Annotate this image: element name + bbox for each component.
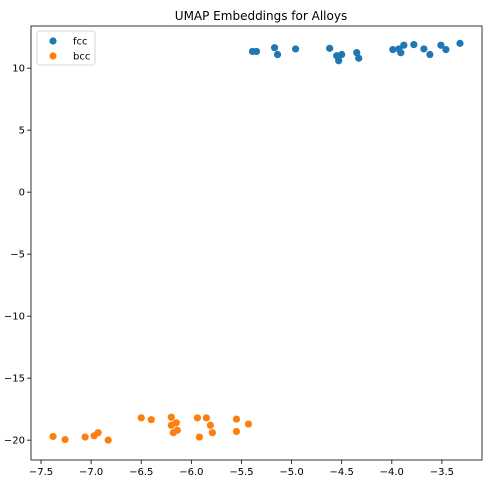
data-point-bcc [137,414,145,422]
data-points [49,39,464,444]
data-point-bcc [195,433,203,441]
data-point-fcc [252,47,261,56]
data-point-fcc [353,49,361,57]
series-fcc [248,39,464,65]
y-tick-label: 0 [19,188,25,199]
series-bcc [49,413,253,444]
data-point-bcc [147,416,155,424]
plot-area [30,25,483,461]
x-tick-label: −5.0 [279,467,303,478]
data-point-fcc [420,45,428,53]
x-tick-label: −3.5 [430,467,454,478]
data-point-fcc [273,50,282,59]
y-axis: 10 5 0 −5 −10 −15 −20 [4,64,31,447]
data-point-bcc [232,415,241,423]
data-point-bcc [61,435,69,444]
data-point-bcc [232,427,241,436]
data-point-bcc [104,436,112,444]
data-point-bcc [244,420,253,428]
data-point-fcc [338,50,346,59]
data-point-bcc [81,433,89,441]
y-tick-label: −10 [4,312,25,323]
legend-label-bcc: bcc [73,52,90,63]
x-tick-label: −5.5 [229,467,253,478]
data-point-bcc [208,429,217,437]
data-point-fcc [456,39,464,47]
data-point-fcc [270,44,279,52]
x-axis: −7.5 −7.0 −6.5 −6.0 −5.5 −5.0 −4.5 −4.0 −3.5 [29,460,454,478]
data-point-fcc [355,54,363,62]
data-point-fcc [437,41,445,49]
legend-marker-bcc [49,52,57,60]
data-point-bcc [94,429,102,437]
y-tick-label: 5 [19,126,25,137]
data-point-fcc [326,44,334,52]
chart-title: UMAP Embeddings for Alloys [175,9,347,23]
data-point-bcc [173,426,181,434]
data-point-bcc [206,421,214,429]
data-point-fcc [389,45,397,54]
x-tick-label: −6.0 [179,467,203,478]
x-tick-label: −7.0 [79,467,103,478]
data-point-fcc [400,41,408,49]
x-tick-label: −7.5 [29,467,53,478]
data-point-fcc [291,45,300,53]
data-point-fcc [442,45,450,54]
x-tick-label: −4.0 [380,467,404,478]
y-tick-label: −15 [4,374,25,385]
data-point-fcc [410,41,418,49]
x-tick-label: −6.5 [129,467,153,478]
legend-marker-fcc [49,37,57,45]
y-tick-label: 10 [12,64,25,75]
y-tick-label: −5 [10,250,25,261]
y-tick-label: −20 [4,436,25,447]
data-point-fcc [397,49,405,57]
data-point-bcc [49,432,57,441]
legend: fcc bcc [36,30,96,66]
legend-label-fcc: fcc [73,37,88,48]
data-point-bcc [202,414,210,422]
data-point-bcc [172,419,180,427]
x-tick-label: −4.5 [330,467,354,478]
data-point-fcc [426,50,434,59]
data-point-fcc [335,57,343,65]
data-point-bcc [167,413,175,421]
data-point-bcc [193,414,201,422]
